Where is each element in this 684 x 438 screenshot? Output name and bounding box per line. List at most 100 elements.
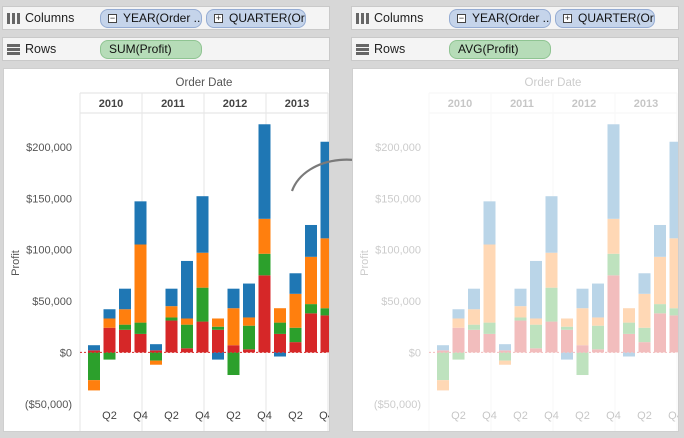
bar-segment	[530, 324, 542, 349]
bar-segment	[452, 318, 465, 328]
bar-segment	[181, 318, 193, 325]
bar-segment	[274, 308, 286, 323]
bar-segment	[181, 260, 193, 319]
quarter-pill[interactable]: + QUARTER(Or..	[555, 9, 655, 28]
bar-segment	[134, 322, 147, 334]
x-tick-label: Q2	[637, 410, 652, 422]
bar-segment	[607, 124, 620, 219]
minus-box-icon[interactable]: −	[457, 13, 466, 23]
bar-segment	[150, 344, 162, 351]
quarter-pill[interactable]: + QUARTER(Or..	[206, 9, 306, 28]
rows-shelf-2[interactable]: Rows AVG(Profit)	[351, 37, 679, 61]
left-panel: Columns − YEAR(Order .. + QUARTER(Or.. R…	[0, 0, 335, 438]
bar-segment	[437, 352, 449, 381]
sum-profit-pill-text: SUM(Profit)	[109, 42, 172, 56]
bar-segment	[530, 348, 542, 353]
bar-segment	[607, 218, 620, 254]
bar-segment	[669, 141, 682, 239]
year-pill-text: YEAR(Order ..	[123, 11, 201, 25]
bar-segment	[468, 309, 480, 325]
y-axis-label: Profit	[10, 250, 22, 276]
avg-profit-pill-text: AVG(Profit)	[458, 42, 519, 56]
year-pill[interactable]: − YEAR(Order ..	[100, 9, 202, 28]
bar-segment	[289, 293, 302, 328]
plus-box-icon[interactable]: +	[563, 13, 572, 23]
x-tick-label: Q4	[319, 410, 329, 422]
bar-segment	[243, 317, 255, 326]
y-tick-label: $0	[60, 347, 72, 359]
y-tick-label: $50,000	[32, 296, 72, 308]
bar-segment	[654, 304, 666, 314]
bar-segment	[196, 196, 209, 253]
bar-segment	[289, 273, 302, 294]
year-header: 2011	[510, 98, 534, 110]
bar-segment	[258, 124, 271, 219]
x-tick-label: Q2	[451, 410, 466, 422]
bar-segment	[576, 288, 589, 309]
plus-box-icon[interactable]: +	[214, 13, 223, 23]
bar-segment	[258, 253, 271, 276]
bar-segment	[134, 244, 147, 323]
bar-segment	[654, 313, 666, 353]
year-pill[interactable]: − YEAR(Order ..	[449, 9, 551, 28]
bar-segment	[483, 333, 496, 353]
bar-segment	[196, 321, 209, 353]
bar-segment	[88, 350, 100, 353]
bar-segment	[103, 309, 116, 319]
sum-profit-pill[interactable]: SUM(Profit)	[100, 40, 202, 59]
rows-shelf[interactable]: Rows SUM(Profit)	[2, 37, 330, 61]
bar-segment	[119, 288, 131, 310]
bar-segment	[623, 333, 635, 353]
y-tick-label: ($50,000)	[25, 399, 72, 411]
bar-segment	[437, 345, 449, 351]
bar-segment	[623, 322, 635, 334]
quarter-pill-text: QUARTER(Or..	[229, 11, 306, 25]
minus-box-icon[interactable]: −	[108, 13, 117, 23]
columns-label: Columns	[374, 11, 424, 25]
x-tick-label: Q4	[195, 410, 210, 422]
bar-segment	[305, 304, 317, 314]
y-tick-label: $100,000	[26, 245, 72, 257]
bar-segment	[119, 309, 131, 325]
x-tick-label: Q2	[575, 410, 590, 422]
bar-segment	[669, 238, 682, 309]
y-tick-label: $150,000	[375, 193, 421, 205]
bar-segment	[561, 326, 573, 330]
year-header: 2013	[285, 98, 309, 110]
bar-segment	[576, 352, 589, 376]
year-header: 2011	[161, 98, 185, 110]
y-tick-label: $50,000	[381, 296, 421, 308]
bar-segment	[545, 287, 558, 322]
bar-segment	[499, 344, 511, 351]
columns-shelf-icon	[356, 13, 369, 24]
right-panel: Columns − YEAR(Order .. + QUARTER(Or.. R…	[349, 0, 684, 438]
bar-segment	[119, 324, 131, 330]
columns-shelf-2[interactable]: Columns − YEAR(Order .. + QUARTER(Or..	[351, 6, 679, 30]
bar-segment	[150, 350, 162, 353]
bar-segment	[165, 306, 178, 318]
bar-segment	[452, 327, 465, 353]
right-chart-area: Order Date 2010 2011 2012 2013 ($50,000) $0 $50…	[352, 68, 683, 432]
bar-segment	[437, 350, 449, 353]
y-tick-label: $200,000	[26, 142, 72, 154]
columns-shelf[interactable]: Columns − YEAR(Order .. + QUARTER(Or..	[2, 6, 330, 30]
bar-segment	[468, 324, 480, 330]
bar-segment	[227, 288, 240, 309]
avg-profit-pill[interactable]: AVG(Profit)	[449, 40, 551, 59]
bar-segment	[561, 329, 573, 353]
bar-segment	[88, 345, 100, 351]
bar-segment	[119, 329, 131, 353]
bar-segment	[530, 318, 542, 325]
bar-segment	[289, 327, 302, 343]
bar-segment	[212, 352, 224, 360]
bar-segment	[468, 288, 480, 310]
bar-segment	[530, 260, 542, 319]
bar-segment	[592, 283, 604, 318]
bar-segment	[258, 218, 271, 254]
bar-segment	[545, 252, 558, 288]
bar-segment	[88, 380, 100, 391]
year-header: 2010	[448, 98, 472, 110]
year-header: 2013	[634, 98, 658, 110]
bar-segment	[514, 320, 527, 353]
x-tick-label: Q4	[606, 410, 621, 422]
